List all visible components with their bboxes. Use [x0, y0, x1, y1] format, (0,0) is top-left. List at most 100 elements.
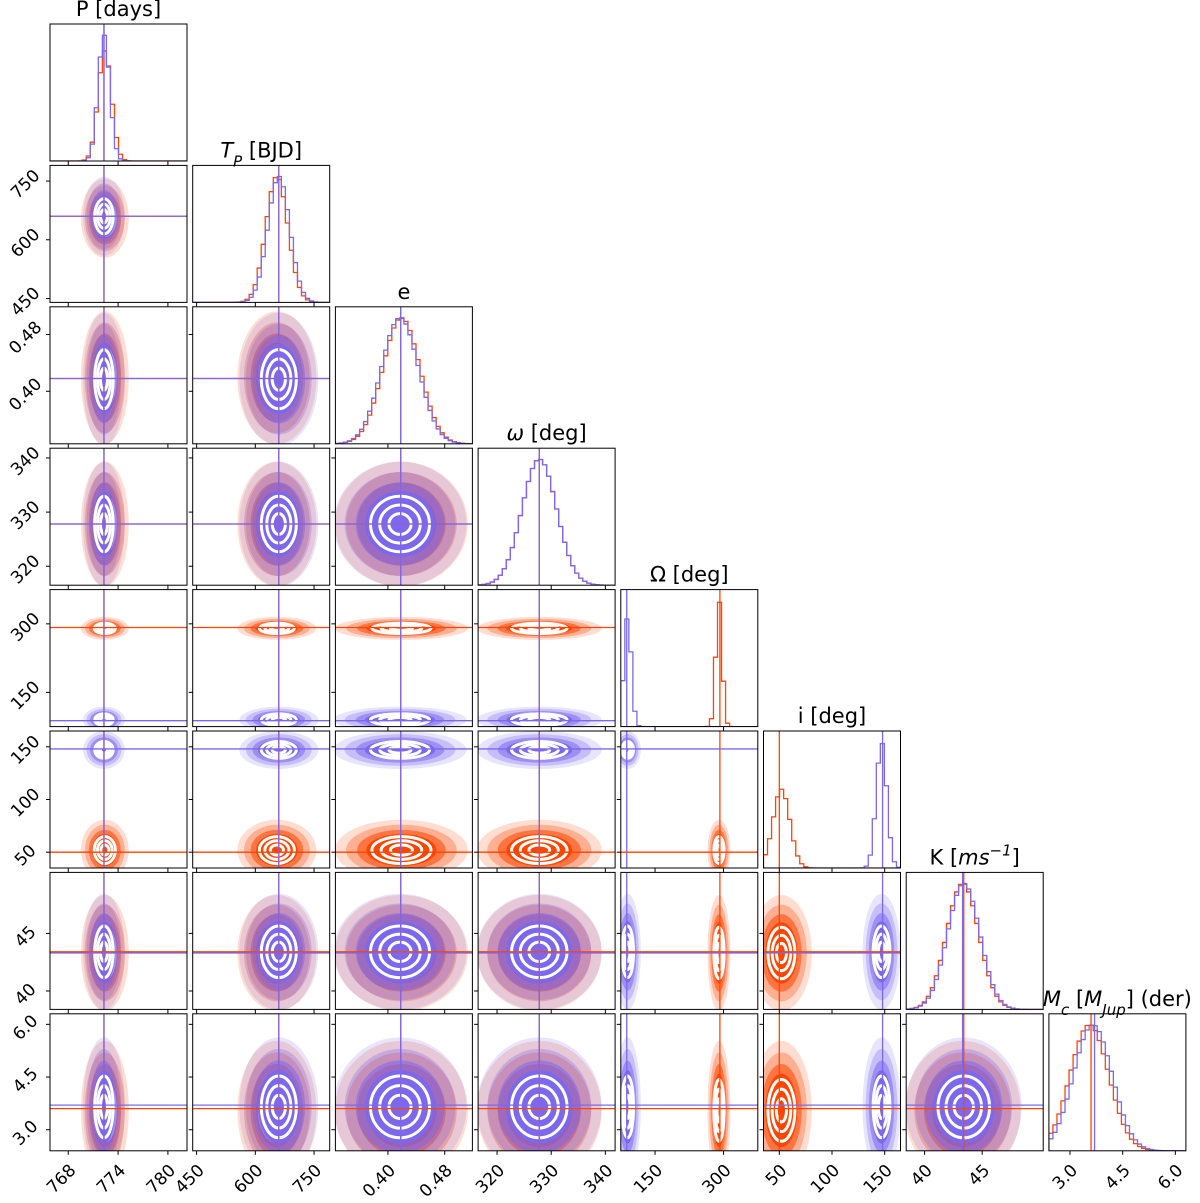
contour [713, 1087, 724, 1134]
sample-core [364, 739, 436, 760]
panel [192, 448, 330, 586]
panel-title: P [days] [76, 0, 161, 21]
contour [387, 716, 413, 724]
panel [906, 1013, 1044, 1151]
panel [1048, 1013, 1186, 1151]
panel-frame [477, 589, 616, 728]
contour [92, 835, 117, 866]
title-part: K [ [930, 845, 959, 869]
y-tick-label: 150 [7, 732, 44, 769]
panel [335, 1013, 473, 1151]
panel [620, 731, 758, 868]
contour [378, 1084, 422, 1130]
panel-frame [620, 871, 759, 1010]
y-tick-label: 50 [11, 841, 40, 870]
panel-frame [477, 1013, 616, 1152]
panel-title: TP [BJD] [220, 138, 302, 170]
sample-core [366, 834, 437, 867]
title-part: −1 [990, 841, 1012, 859]
contour [370, 621, 433, 636]
panel [50, 731, 187, 868]
panel [192, 165, 330, 303]
panel-frame [192, 871, 331, 1010]
panel-title: e [397, 280, 410, 304]
panel [763, 872, 901, 1010]
panel [335, 872, 473, 1010]
panel [335, 448, 473, 586]
panel [50, 306, 187, 444]
y-tick-label: 0.40 [5, 374, 46, 415]
x-tick-label: 150 [860, 1161, 897, 1198]
panel [478, 731, 616, 868]
contour [263, 623, 291, 634]
panel [192, 589, 330, 727]
title-part: M [1084, 987, 1102, 1011]
panel [50, 589, 187, 727]
contour [713, 839, 724, 861]
histogram [906, 882, 1044, 1010]
panel [478, 448, 616, 586]
x-tick-label: 0.40 [359, 1161, 400, 1202]
contour [622, 742, 634, 758]
y-tick-label: 450 [7, 283, 44, 320]
title-part: ω [506, 421, 524, 445]
contour [378, 714, 422, 726]
contour [387, 745, 413, 755]
x-tick-label: 40 [907, 1161, 936, 1190]
panel [620, 1013, 758, 1151]
y-tick-label: 750 [7, 166, 44, 203]
title-part: T [220, 138, 235, 162]
histogram [763, 742, 901, 868]
y-tick-label: 300 [7, 609, 44, 646]
panel-title: Ω [deg] [650, 563, 729, 587]
panel-frame [334, 589, 473, 728]
panel-frame [477, 871, 616, 1010]
x-tick-label: 600 [230, 1161, 267, 1198]
contour [379, 839, 424, 861]
panel-frame [620, 589, 759, 728]
title-part: ms [958, 845, 989, 869]
panel [192, 1013, 330, 1151]
sample-core [765, 1073, 798, 1148]
histogram [335, 317, 473, 444]
title-part: Ω [deg] [650, 563, 729, 587]
contour [368, 740, 432, 760]
title-part: [ [1069, 987, 1084, 1011]
sample-core [256, 834, 298, 867]
histogram [620, 618, 758, 727]
histogram [192, 175, 330, 303]
panel-frame [192, 589, 331, 728]
panel-frame [620, 730, 759, 869]
x-tick-label: 6.0 [1154, 1161, 1187, 1194]
contour [620, 740, 635, 760]
panel-frame [334, 447, 473, 586]
y-tick-label: 0.48 [5, 318, 46, 359]
title-part: ] [1012, 845, 1020, 869]
contour [876, 1093, 887, 1120]
x-tick-label: 0.48 [416, 1161, 457, 1202]
x-tick-label: 330 [526, 1161, 563, 1198]
panel [763, 731, 901, 868]
panel-frame [334, 1013, 473, 1152]
contour [99, 624, 111, 632]
panel [478, 1013, 616, 1151]
panel [192, 731, 330, 868]
panel [192, 306, 330, 444]
contour [623, 1093, 632, 1120]
histogram [335, 317, 473, 444]
contour [92, 621, 117, 636]
panel-frame [334, 871, 473, 1010]
panel [50, 872, 187, 1010]
panel [620, 589, 758, 727]
contour [712, 1077, 726, 1143]
panel [50, 448, 187, 586]
contour [378, 742, 422, 758]
contour [268, 624, 285, 632]
x-tick-label: 780 [143, 1161, 180, 1198]
contour [368, 712, 432, 727]
panel-frame [905, 1013, 1044, 1152]
y-tick-label: 100 [7, 784, 44, 821]
histogram [763, 788, 901, 868]
